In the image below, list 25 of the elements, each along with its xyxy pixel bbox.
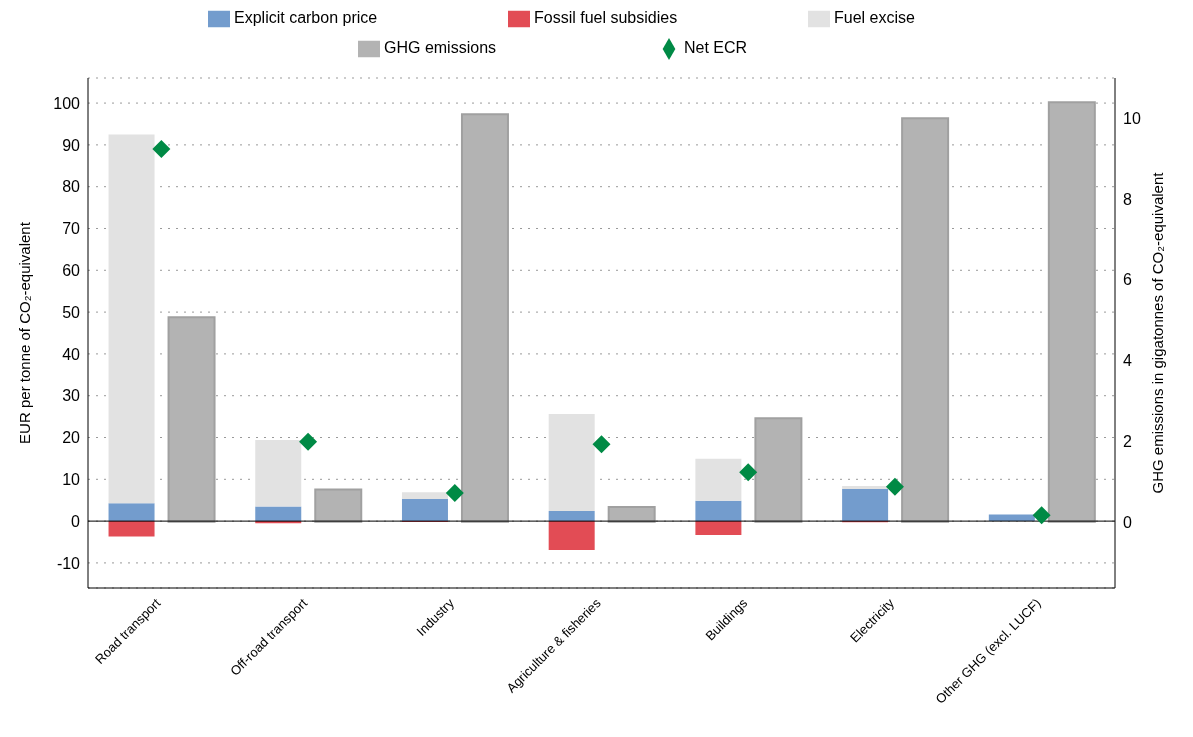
y-tick-label: 90	[62, 136, 81, 154]
y2-tick-label: 10	[1123, 110, 1141, 128]
y2-tick-label: 6	[1123, 271, 1132, 289]
y-tick-label: 70	[62, 220, 81, 238]
y-tick-label: 80	[62, 178, 81, 196]
y-tick-label: -10	[56, 554, 81, 572]
y-tick-label: 100	[53, 94, 81, 112]
legend-label: Net ECR	[684, 39, 748, 57]
y2-tick-label: 0	[1123, 513, 1132, 531]
y2-tick-label: 8	[1123, 190, 1132, 208]
y-axis-title: EUR per tonne of CO₂-equivalent	[16, 221, 33, 444]
y-tick-label: 0	[71, 512, 81, 530]
y-tick-label: 40	[62, 345, 81, 363]
legend-label: GHG emissions	[384, 39, 497, 57]
y-tick-label: 20	[62, 429, 81, 447]
y-tick-label: 50	[62, 303, 81, 321]
y2-axis-title: GHG emissions in gigatonnes of CO₂-equivalent	[1149, 171, 1166, 494]
y-tick-label: 30	[62, 387, 81, 405]
y-tick-label: 60	[62, 261, 81, 279]
legend-label: Fuel excise	[834, 9, 915, 27]
legend-label: Explicit carbon price	[234, 9, 378, 27]
y2-tick-label: 4	[1123, 352, 1132, 370]
y-tick-label: 10	[62, 470, 81, 488]
legend-label: Fossil fuel subsidies	[534, 9, 678, 27]
y2-tick-label: 2	[1123, 432, 1132, 450]
